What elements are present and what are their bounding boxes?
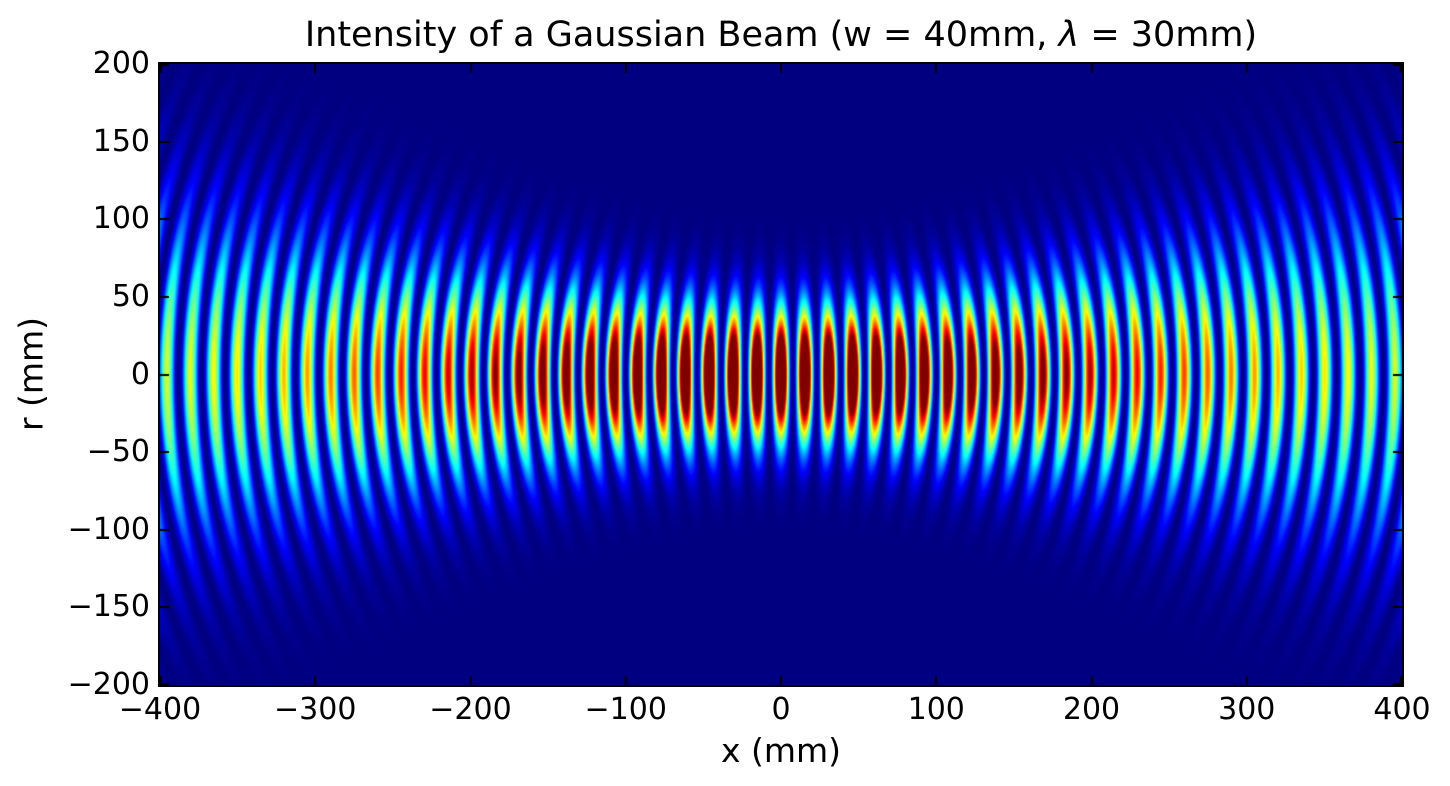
axes-border [158, 62, 1404, 687]
y-tick-label: −150 [67, 589, 150, 625]
y-tick-label: 0 [130, 356, 150, 392]
gaussian-beam-heatmap [160, 64, 1402, 685]
x-tick-label: −200 [429, 692, 512, 727]
x-tick-label: 200 [1062, 692, 1121, 727]
x-tick-label: 0 [771, 692, 791, 727]
x-tick-label: −400 [118, 692, 202, 727]
y-tick-label: 200 [92, 46, 150, 81]
plot-title-lambda: λ [1058, 15, 1080, 55]
plot-title-suffix: = 30mm) [1079, 15, 1258, 55]
y-tick-label: 100 [92, 201, 150, 237]
x-tick-label: −300 [274, 692, 357, 727]
x-tick-label: 100 [907, 692, 965, 727]
y-axis-label: r (mm) [11, 316, 51, 432]
x-tick-label: −100 [584, 692, 667, 727]
x-tick-label: 400 [1373, 692, 1431, 727]
plot-title-prefix: Intensity of a Gaussian Beam (w = 40mm, [304, 15, 1059, 55]
y-tick-label: −50 [86, 434, 150, 470]
y-tick-label: 150 [92, 123, 150, 159]
x-axis-label: x (mm) [720, 731, 842, 770]
x-tick-label: 300 [1218, 692, 1276, 727]
y-tick-label: 50 [111, 278, 150, 314]
plot-title: Intensity of a Gaussian Beam (w = 40mm, … [160, 14, 1402, 56]
y-tick-label: −200 [67, 667, 150, 702]
y-tick-label: −100 [67, 511, 150, 547]
